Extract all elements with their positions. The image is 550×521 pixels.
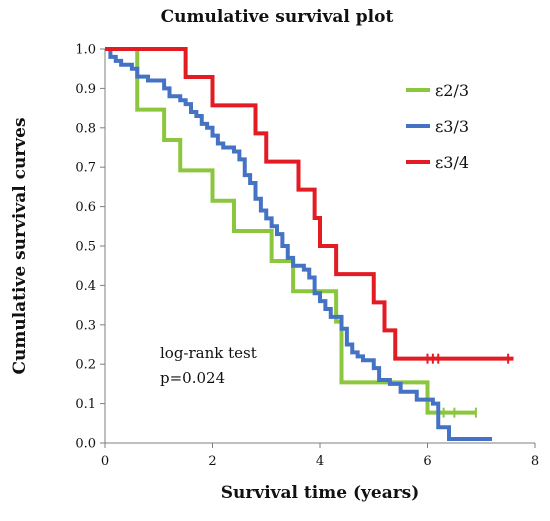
legend-label-0: ε2/3 (435, 81, 469, 100)
series-line-0 (105, 47, 476, 415)
axes-group: 0.0 0.1 0.2 0.3 0.4 0.5 0.6 0.7 0.8 0.9 1.0 0 2 4 6 8 (75, 43, 539, 470)
legend-group: ε2/3 ε3/3 ε3/4 (406, 81, 469, 172)
legend-label-1: ε3/3 (435, 117, 469, 136)
series-line-2 (105, 47, 514, 361)
y-tick-label: 0.4 (75, 279, 96, 294)
y-tick-label: 0.9 (75, 82, 96, 97)
x-tick-label: 0 (101, 454, 109, 469)
y-tick-label: 0.1 (75, 397, 96, 412)
series-group-2 (105, 47, 514, 364)
y-tick-label: 1.0 (75, 43, 96, 58)
y-tick-label: 0.7 (75, 161, 96, 176)
y-tick-label: 0.3 (75, 318, 96, 333)
y-tick-label: 0.2 (75, 358, 96, 373)
x-tick-label: 4 (316, 454, 324, 469)
y-tick-label: 0.5 (75, 240, 96, 255)
series-group (105, 47, 514, 442)
y-axis-title-group: Cumulative survival curves (10, 117, 30, 374)
y-tick-label: 0.8 (75, 121, 96, 136)
y-tick-label: 0.6 (75, 200, 96, 215)
annotation-line-1: log-rank test (160, 344, 257, 362)
x-tick-label: 2 (208, 454, 216, 469)
x-tick-label: 8 (531, 454, 539, 469)
y-tick-label: 0.0 (75, 437, 96, 452)
series-line-1 (105, 47, 492, 442)
y-axis-title: Cumulative survival curves (10, 117, 30, 374)
x-tick-label: 6 (423, 454, 431, 469)
annotation-line-2: p=0.024 (160, 369, 225, 387)
x-axis-title: Survival time (years) (221, 483, 420, 503)
chart-title: Cumulative survival plot (161, 7, 394, 27)
series-group-0 (105, 47, 477, 418)
series-group-1 (105, 47, 492, 442)
legend-label-2: ε3/4 (435, 153, 469, 172)
